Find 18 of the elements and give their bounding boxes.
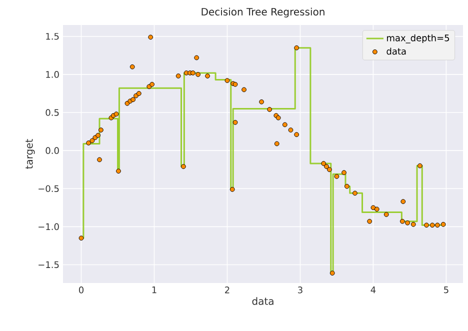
y-tick-label: −0.5 xyxy=(38,185,59,192)
x-tick-label: 2 xyxy=(225,286,230,294)
y-tick-label: 1.0 xyxy=(46,71,59,78)
x-axis-title: data xyxy=(252,297,274,305)
y-tick-label: 0.0 xyxy=(46,147,59,154)
y-tick-label: 0.5 xyxy=(46,109,59,116)
chart-title: Decision Tree Regression xyxy=(202,8,324,18)
y-tick-label: 1.5 xyxy=(46,33,59,40)
x-tick-label: 1 xyxy=(152,286,156,294)
x-tick-label: 3 xyxy=(298,286,302,294)
x-tick-label: 0 xyxy=(78,286,84,294)
y-tick-label: −1.5 xyxy=(38,261,59,268)
x-tick-label: 5 xyxy=(444,286,448,294)
legend-label: max_depth=5 xyxy=(387,34,450,44)
y-axis-title: target xyxy=(26,139,35,169)
legend-label: data xyxy=(386,48,406,55)
x-tick-label: 4 xyxy=(370,286,376,294)
y-tick-label: −1.0 xyxy=(38,223,59,230)
